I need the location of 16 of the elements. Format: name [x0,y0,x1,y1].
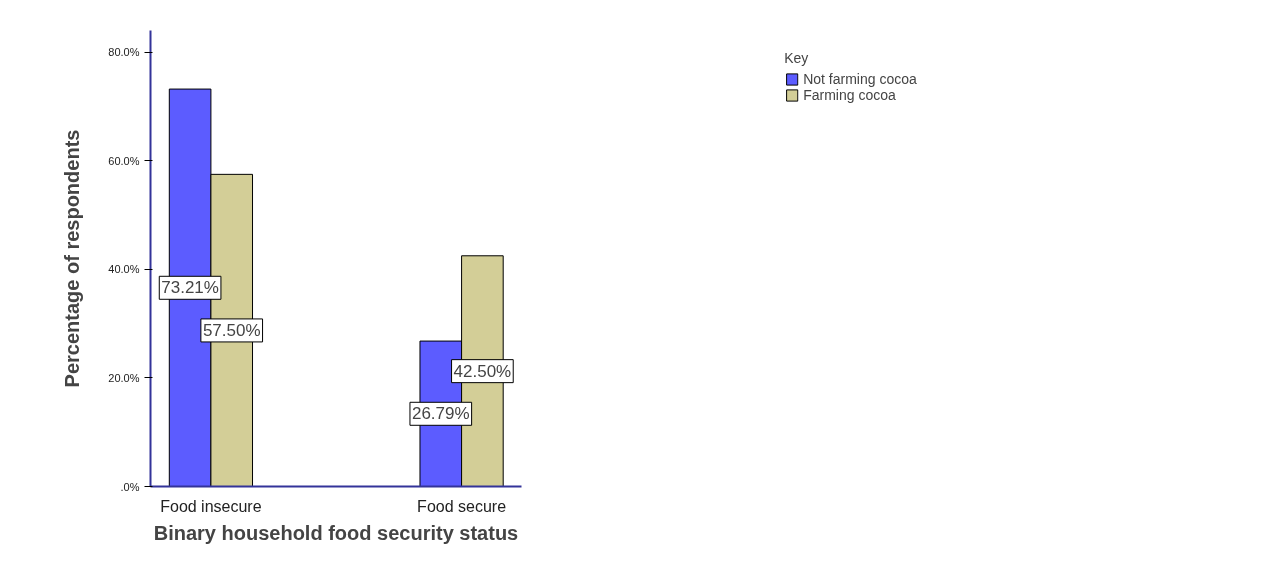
data-label: 26.79% [411,404,470,424]
x-tick-label: Food insecure [160,497,262,515]
data-label: 57.50% [202,320,261,340]
legend-title: Key [784,50,810,66]
y-tick-label: 20.0% [108,371,140,384]
y-tick-label: 80.0% [108,46,140,59]
y-tick-label: .0% [120,480,140,493]
x-axis-title: Binary household food security status [153,521,519,544]
legend-label: Farming cocoa [803,87,896,103]
data-label: 73.21% [161,278,219,298]
y-tick-label: 60.0% [108,154,140,167]
x-tick-label: Food secure [417,497,507,515]
legend-label: Not farming cocoa [803,71,917,87]
y-tick-label: 40.0% [108,263,140,276]
y-axis-title: Percentage of respondents [61,129,84,388]
data-label: 42.50% [453,361,512,381]
